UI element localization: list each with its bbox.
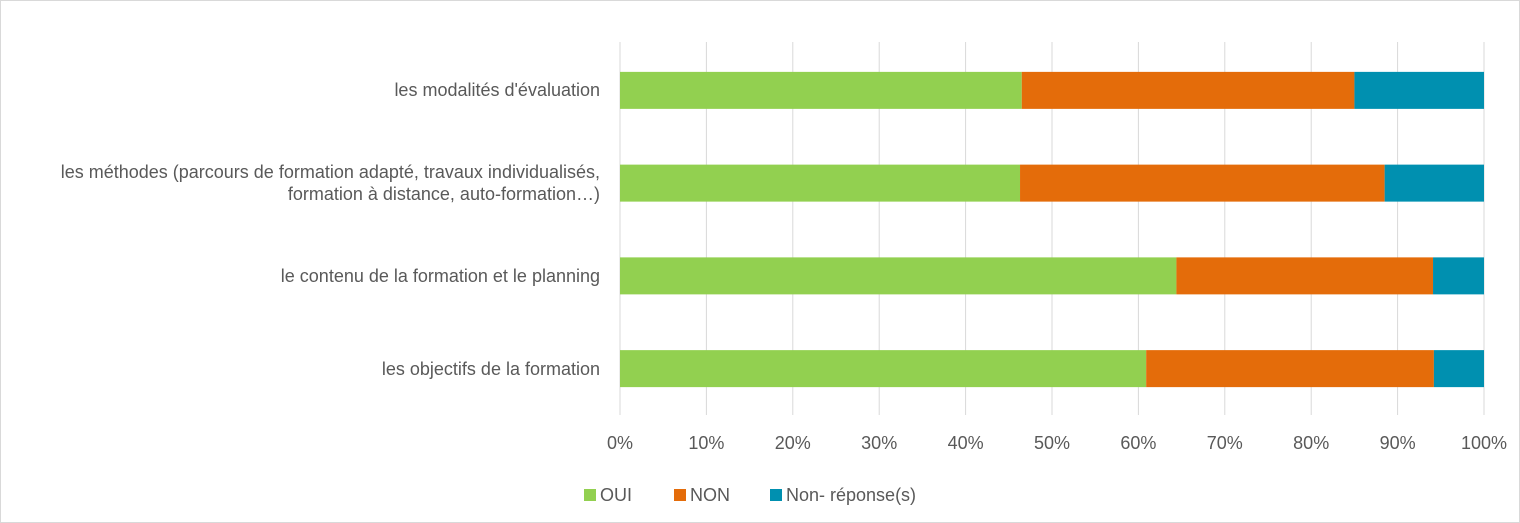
x-tick-label: 90%: [1380, 433, 1416, 453]
bar-segment: [1020, 164, 1385, 202]
legend-swatch: [584, 489, 596, 501]
x-tick-label: 20%: [775, 433, 811, 453]
bar-segment: [1146, 350, 1434, 388]
x-tick-label: 10%: [688, 433, 724, 453]
bar-segment: [1433, 350, 1484, 388]
bar-segment: [1176, 257, 1434, 295]
category-label: les objectifs de la formation: [381, 358, 600, 379]
bar-segment: [1354, 71, 1484, 109]
x-tick-label: 80%: [1293, 433, 1329, 453]
legend-label: NON: [690, 485, 730, 505]
legend-swatch: [674, 489, 686, 501]
legend-label: OUI: [600, 485, 632, 505]
x-tick-label: 30%: [861, 433, 897, 453]
x-tick-label: 100%: [1461, 433, 1507, 453]
bar-segment: [620, 164, 1021, 202]
x-tick-label: 70%: [1207, 433, 1243, 453]
bar-segment: [620, 257, 1177, 295]
bar-segment: [620, 350, 1147, 388]
legend-label: Non- réponse(s): [786, 485, 916, 505]
category-label: les modalités d'évaluation: [394, 80, 600, 101]
bar-segment: [1433, 257, 1484, 295]
x-tick-label: 40%: [948, 433, 984, 453]
x-tick-label: 50%: [1034, 433, 1070, 453]
x-tick-label: 0%: [607, 433, 633, 453]
category-label: les méthodes (parcours de formation adap…: [60, 162, 600, 205]
bar-segment: [1384, 164, 1484, 202]
bar-segment: [1021, 71, 1355, 109]
x-tick-label: 60%: [1120, 433, 1156, 453]
legend-swatch: [770, 489, 782, 501]
category-label: le contenu de la formation et le plannin…: [280, 265, 600, 286]
bar-segment: [620, 71, 1022, 109]
